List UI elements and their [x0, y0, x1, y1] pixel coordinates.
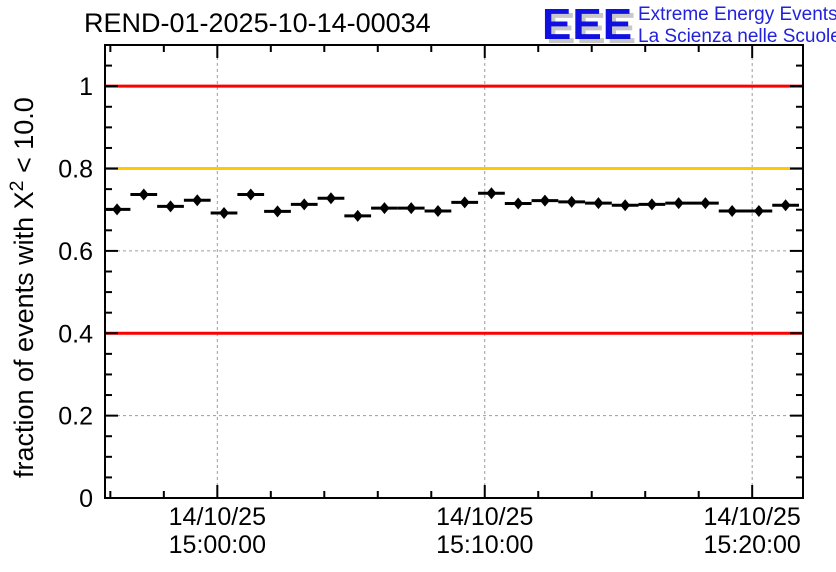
- eee-logo-acronym: EEE: [542, 0, 634, 49]
- y-tick-label: 1: [79, 73, 93, 101]
- data-point: [352, 209, 363, 222]
- data-point: [486, 187, 497, 200]
- y-tick-label: 0: [79, 485, 93, 513]
- x-tick-label-time: 15:10:00: [436, 531, 533, 559]
- x-tick-label-date: 14/10/25: [169, 503, 266, 531]
- eee-logo: EEE Extreme Energy Events La Scienza nel…: [542, 0, 836, 50]
- data-point: [272, 205, 283, 218]
- eee-logo-subtitle: Extreme Energy Events La Scienza nelle S…: [638, 4, 836, 48]
- y-tick-label: 0.4: [58, 320, 93, 348]
- data-point: [379, 202, 390, 215]
- y-tick-label: 0.6: [58, 238, 93, 266]
- data-point: [513, 197, 524, 210]
- axis-frame: [104, 44, 804, 499]
- logo-subtitle-line2: La Scienza nelle Scuole: [638, 26, 836, 47]
- plot-title: REND-01-2025-10-14-00034: [84, 8, 431, 38]
- data-point: [325, 192, 336, 205]
- data-point: [406, 202, 417, 215]
- data-point: [620, 199, 631, 212]
- data-point: [646, 198, 657, 211]
- data-point: [700, 197, 711, 210]
- data-point: [673, 197, 684, 210]
- data-point: [112, 203, 123, 216]
- data-point: [539, 194, 550, 207]
- x-tick-label-date: 14/10/25: [436, 503, 533, 531]
- x-tick-label-time: 15:20:00: [704, 531, 801, 559]
- x-tick-label-time: 15:00:00: [169, 531, 266, 559]
- data-point: [459, 196, 470, 209]
- data-point: [432, 204, 443, 217]
- data-point: [219, 207, 230, 220]
- data-point: [245, 188, 256, 201]
- x-tick-label-date: 14/10/25: [704, 503, 801, 531]
- data-point: [299, 198, 310, 211]
- data-point: [753, 204, 764, 217]
- data-point: [727, 204, 738, 217]
- y-tick-label: 0.8: [58, 156, 93, 184]
- y-tick-label: 0.2: [58, 403, 93, 431]
- logo-subtitle-line1: Extreme Energy Events: [638, 4, 836, 25]
- data-point: [165, 200, 176, 213]
- data-point: [566, 195, 577, 208]
- data-point: [780, 199, 791, 212]
- data-point: [192, 194, 203, 207]
- data-point: [593, 197, 604, 210]
- data-point: [138, 188, 149, 201]
